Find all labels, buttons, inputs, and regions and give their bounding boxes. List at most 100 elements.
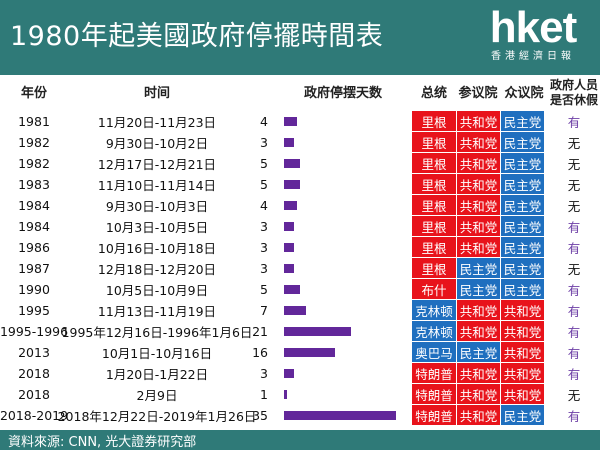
days-value: 3 (260, 366, 268, 381)
senate-cell: 共和党 (456, 363, 500, 384)
senate-cell: 民主党 (456, 279, 500, 300)
senate-cell: 共和党 (456, 132, 500, 153)
year-cell: 1981 (18, 114, 50, 129)
days-bar (284, 180, 300, 189)
days-value: 5 (260, 156, 268, 171)
table-row: 2018 1月20日-1月22日 3 特朗普 共和党 共和党有 (0, 363, 600, 384)
house-cell: 民主党 (500, 279, 544, 300)
col-header-days: 政府停摆天数 (303, 85, 382, 101)
period-cell: 10月5日-10月9日 (105, 283, 209, 298)
year-cell: 1984 (18, 219, 50, 234)
year-cell: 1995 (18, 303, 50, 318)
president-cell: 里根 (412, 174, 456, 195)
furlough-cell: 无 (567, 157, 581, 172)
table-row: 1995 11月13日-11月19日 7 克林顿 共和党 共和党有 (0, 300, 600, 321)
house-cell: 民主党 (500, 132, 544, 153)
senate-cell: 共和党 (456, 300, 500, 321)
days-bar (284, 264, 294, 273)
logo-word: hket (489, 3, 577, 52)
president-cell: 特朗普 (412, 363, 456, 384)
period-cell: 11月20日-11月23日 (97, 115, 217, 130)
senate-cell: 共和党 (456, 237, 500, 258)
senate-cell: 民主党 (456, 258, 500, 279)
days-value: 1 (260, 387, 268, 402)
col-header-year: 年份 (20, 85, 47, 101)
days-value: 4 (260, 114, 268, 129)
furlough-cell: 无 (567, 136, 581, 151)
source-note: 資料來源: CNN, 光大證券研究部 (8, 435, 197, 450)
period-cell: 11月13日-11月19日 (97, 304, 217, 319)
period-cell: 12月18日-12月20日 (97, 262, 217, 277)
period-cell: 9月30日-10月2日 (105, 136, 209, 151)
period-cell: 11月10日-11月14日 (97, 178, 217, 193)
table-row: 2013 10月1日-10月16日 16 奥巴马 民主党 共和党 有 (0, 342, 600, 363)
period-cell: 10月16日-10月18日 (97, 241, 217, 256)
year-cell: 1984 (18, 198, 50, 213)
year-cell: 1982 (18, 135, 50, 150)
president-cell: 布什 (412, 279, 456, 300)
year-cell: 1995-1996 (0, 324, 69, 339)
president-cell: 奥巴马 (412, 342, 456, 363)
table-row: 1990 10月5日-10月9日 5 布什 民主党 民主党有 (0, 279, 600, 300)
president-cell: 特朗普 (412, 384, 456, 405)
furlough-cell: 有 (567, 283, 581, 298)
page-title: 1980年起美國政府停擺時間表 (10, 21, 384, 52)
year-cell: 1990 (18, 282, 50, 297)
house-cell: 民主党 (500, 153, 544, 174)
furlough-cell: 有 (567, 409, 581, 424)
president-cell: 里根 (412, 132, 456, 153)
table-row: 1984 9月30日-10月3日 4 里根 共和党 民主党 无 (0, 195, 600, 216)
furlough-cell: 有 (567, 220, 581, 235)
president-cell: 里根 (412, 195, 456, 216)
title-bar: 1980年起美國政府停擺時間表 hket 香港經濟日報 (0, 0, 600, 75)
senate-cell: 共和党 (456, 384, 500, 405)
period-cell: 1995年12月16日-1996年1月6日 (61, 325, 253, 340)
senate-cell: 共和党 (456, 195, 500, 216)
house-cell: 共和党 (500, 363, 544, 384)
col-header-furlough: 政府人员是否休假 (549, 78, 598, 107)
period-cell: 12月17日-12月21日 (97, 157, 217, 172)
table-row: 2018-2019 2018年12月22日-2019年1月26日 35 特朗普 共和党民… (0, 405, 600, 426)
house-cell: 民主党 (500, 237, 544, 258)
days-bar (284, 348, 335, 357)
president-cell: 克林顿 (412, 321, 456, 342)
days-bar (284, 327, 351, 336)
days-value: 4 (260, 198, 268, 213)
president-cell: 里根 (412, 216, 456, 237)
house-cell: 民主党 (500, 195, 544, 216)
furlough-cell: 有 (567, 241, 581, 256)
senate-cell: 民主党 (456, 342, 500, 363)
days-bar (284, 243, 294, 252)
days-bar (284, 138, 294, 147)
house-cell: 共和党 (500, 384, 544, 405)
table-header: 年份 时间 政府停摆天数 总统 参议院 众议院 政府人员是否休假 (0, 75, 600, 111)
senate-cell: 共和党 (456, 216, 500, 237)
days-value: 16 (252, 345, 268, 360)
year-cell: 2018 (18, 387, 50, 402)
furlough-cell: 有 (567, 325, 581, 340)
col-header-senate: 参议院 (458, 85, 498, 101)
table-row: 1984 10月3日-10月5日 3 里根 共和党 民主党 有 (0, 216, 600, 237)
col-header-house: 众议院 (504, 85, 544, 101)
senate-cell: 共和党 (456, 405, 500, 426)
table-row: 1986 10月16日-10月18日 3 里根 共和党 民主党 有 (0, 237, 600, 258)
president-cell: 克林顿 (412, 300, 456, 321)
senate-cell: 共和党 (456, 174, 500, 195)
col-header-period: 时间 (143, 85, 170, 101)
senate-cell: 共和党 (456, 111, 500, 132)
president-cell: 里根 (412, 258, 456, 279)
days-value: 5 (260, 177, 268, 192)
president-cell: 特朗普 (412, 405, 456, 426)
days-value: 3 (260, 240, 268, 255)
furlough-cell: 有 (567, 304, 581, 319)
year-cell: 2013 (18, 345, 50, 360)
year-cell: 1986 (18, 240, 50, 255)
president-cell: 里根 (412, 153, 456, 174)
days-bar (284, 306, 306, 315)
furlough-cell: 无 (567, 199, 581, 214)
year-cell: 2018-2019 (0, 408, 69, 423)
house-cell: 民主党 (500, 111, 544, 132)
house-cell: 民主党 (500, 258, 544, 279)
col-header-president: 总统 (420, 85, 447, 101)
period-cell: 2月9日 (136, 388, 178, 403)
